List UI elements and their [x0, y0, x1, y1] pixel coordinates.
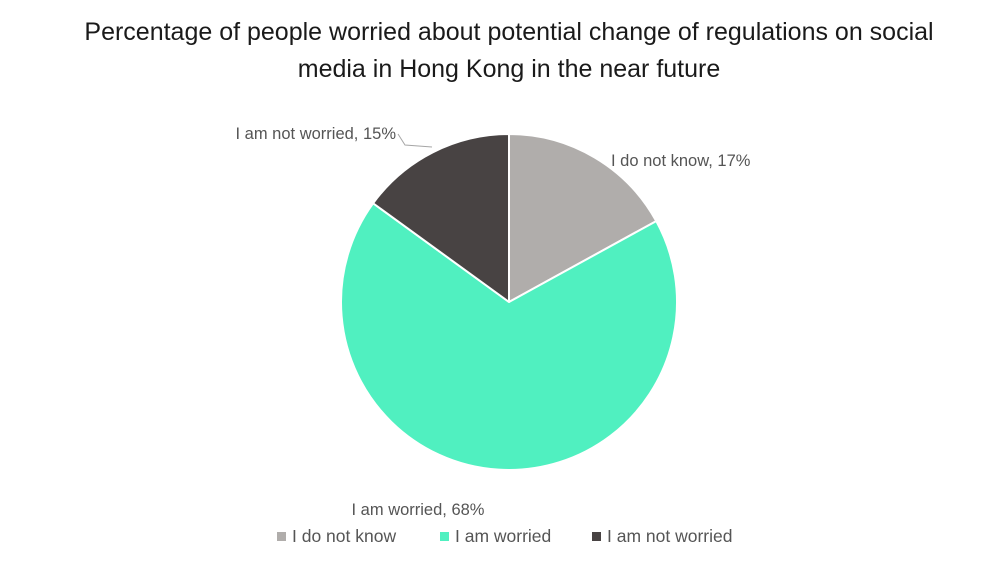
pie-slice-do-not-know	[508, 133, 658, 303]
label-leader-lines	[397, 133, 433, 148]
data-label-do-not-know: I do not know, 17%	[611, 152, 751, 170]
legend: I do not know I am worried I am not worr…	[277, 526, 732, 546]
pie-slice-worried	[340, 202, 678, 471]
chart-title-line-1: Percentage of people worried about poten…	[84, 18, 933, 46]
legend-label-do-not-know: I do not know	[292, 526, 396, 546]
leader-line-not-worried	[397, 133, 433, 148]
pie-slice-not-worried	[372, 133, 510, 303]
legend-swatch-worried	[440, 532, 449, 541]
pie-slices	[340, 133, 678, 471]
legend-swatch-not-worried	[592, 532, 601, 541]
legend-label-not-worried: I am not worried	[607, 526, 732, 546]
data-label-not-worried: I am not worried, 15%	[236, 125, 397, 143]
legend-label-worried: I am worried	[455, 526, 551, 546]
chart-title-line-2: media in Hong Kong in the near future	[298, 55, 721, 83]
data-label-worried: I am worried, 68%	[352, 501, 485, 519]
legend-swatch-do-not-know	[277, 532, 286, 541]
